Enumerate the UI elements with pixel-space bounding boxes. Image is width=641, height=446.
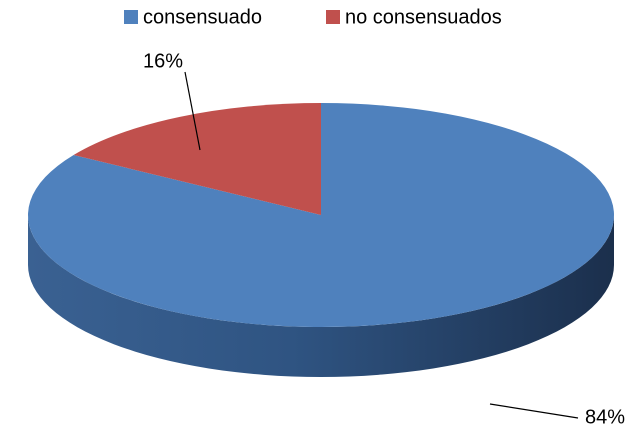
leader-line: [489, 403, 579, 419]
legend-label: no consensuados: [345, 6, 502, 28]
legend-label: consensuado: [143, 6, 262, 28]
data-label: 16%: [143, 50, 183, 72]
pie-slice: [27, 103, 615, 327]
pie-slice: [73, 103, 322, 215]
pie-side: [28, 215, 614, 377]
legend-swatch: [124, 10, 138, 24]
data-label: 84%: [585, 406, 625, 428]
legend-swatch: [326, 10, 340, 24]
leader-line: [184, 71, 201, 151]
